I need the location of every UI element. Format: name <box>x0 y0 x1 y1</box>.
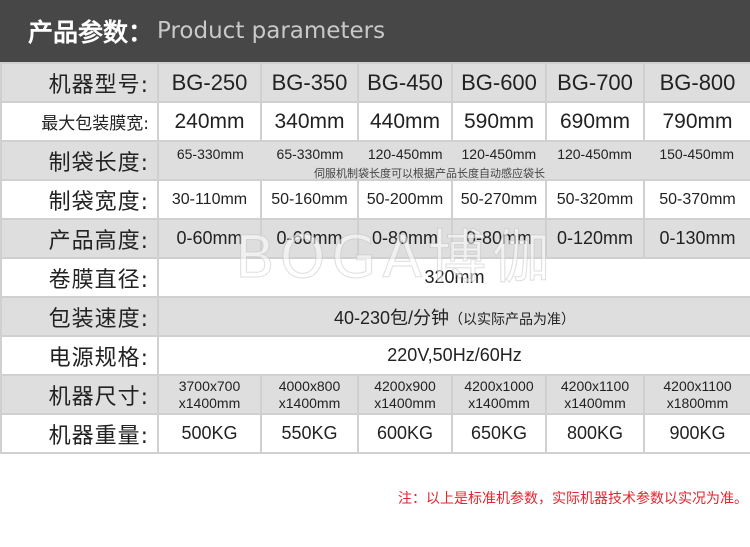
row-label: 电源规格: <box>0 335 159 376</box>
row-roll-diameter: 卷膜直径: 320mm <box>0 257 750 298</box>
value-cell: 0-60mm <box>260 218 359 259</box>
model-cell: BG-800 <box>643 62 750 103</box>
size-line: 3700x700 <box>178 377 241 394</box>
size-line: 4200x1000 <box>464 377 534 394</box>
row-speed: 包装速度: 40-230包/分钟（以实际产品为准） <box>0 296 750 337</box>
size-line: x1400mm <box>178 394 241 411</box>
row-power: 电源规格: 220V,50Hz/60Hz <box>0 335 750 376</box>
speed-note: （以实际产品为准） <box>449 310 576 327</box>
model-cell: BG-600 <box>451 62 547 103</box>
value-cell: 800KG <box>545 413 645 454</box>
header-bar: 产品参数： Product parameters <box>0 0 750 62</box>
row-label: 卷膜直径: <box>0 257 159 298</box>
row-size: 机器尺寸: 3700x700 x1400mm 4000x800 x1400mm 42… <box>0 374 750 415</box>
value-cell: 50-270mm <box>451 179 547 220</box>
value-cell: 240mm <box>157 101 262 142</box>
value-cell: 220V,50Hz/60Hz <box>157 335 750 376</box>
value-cell: 650KG <box>451 413 547 454</box>
size-line: x1400mm <box>564 394 626 411</box>
row-weight: 机器重量: 500KG 550KG 600KG 650KG 800KG 900K… <box>0 413 750 454</box>
value-cell: 0-60mm <box>157 218 262 259</box>
value-cell: 0-130mm <box>643 218 750 259</box>
size-line: x1400mm <box>278 394 341 411</box>
size-line: x1400mm <box>374 394 436 411</box>
value-cell: 900KG <box>643 413 750 454</box>
footnote: 注：以上是标准机参数，实际机器技术参数以实况为准。 <box>398 491 748 507</box>
row-label: 机器重量: <box>0 413 159 454</box>
value-cell: 120-450mm <box>461 146 537 162</box>
bag-length-note: 伺服机制袋长度可以根据产品长度自动感应袋长 <box>314 168 545 180</box>
row-label: 制袋宽度: <box>0 179 159 220</box>
value-cell: 440mm <box>357 101 453 142</box>
model-cell: BG-350 <box>260 62 359 103</box>
model-cell: BG-700 <box>545 62 645 103</box>
value-cell: 120-450mm <box>557 146 632 162</box>
title-en: Product parameters <box>157 18 386 44</box>
title-cn: 产品参数： <box>28 18 154 47</box>
row-label: 机器型号: <box>0 62 159 103</box>
value-cell: 790mm <box>643 101 750 142</box>
value-cell: 50-200mm <box>357 179 453 220</box>
speed-cell: 40-230包/分钟（以实际产品为准） <box>157 296 750 337</box>
size-line: 4200x900 <box>374 377 436 394</box>
value-cell: 65-330mm <box>176 146 244 162</box>
value-cell: 120-450mm <box>367 146 443 162</box>
value-cell: 65-330mm <box>276 146 344 162</box>
row-bag-length: 制袋长度: 65-330mm 65-330mm 120-450mm 120-45… <box>0 140 750 181</box>
size-line: x1400mm <box>468 394 530 411</box>
value-cell: 550KG <box>260 413 359 454</box>
bag-length-values: 65-330mm 65-330mm 120-450mm 120-450mm 12… <box>157 140 750 181</box>
value-cell: 30-110mm <box>157 179 262 220</box>
value-cell: 0-80mm <box>451 218 547 259</box>
row-label: 机器尺寸: <box>0 374 159 415</box>
value-cell: 4200x1000 x1400mm <box>451 374 547 415</box>
value-cell: 50-320mm <box>545 179 645 220</box>
size-line: 4200x1100 <box>663 377 732 394</box>
row-label: 包装速度: <box>0 296 159 337</box>
value-cell: 590mm <box>451 101 547 142</box>
value-cell: 600KG <box>357 413 453 454</box>
row-label: 产品高度: <box>0 218 159 259</box>
value-cell: 4000x800 x1400mm <box>260 374 359 415</box>
value-cell: 0-80mm <box>357 218 453 259</box>
value-cell: 3700x700 x1400mm <box>157 374 262 415</box>
row-film-width: 最大包装膜宽: 240mm 340mm 440mm 590mm 690mm 79… <box>0 101 750 142</box>
parameters-table: 机器型号: BG-250 BG-350 BG-450 BG-600 BG-700… <box>0 62 750 454</box>
value-cell: 0-120mm <box>545 218 645 259</box>
value-cell: 4200x900 x1400mm <box>357 374 453 415</box>
value-cell: 500KG <box>157 413 262 454</box>
value-cell: 690mm <box>545 101 645 142</box>
value-cell: 340mm <box>260 101 359 142</box>
row-model: 机器型号: BG-250 BG-350 BG-450 BG-600 BG-700… <box>0 62 750 103</box>
value-cell: 150-450mm <box>659 146 735 162</box>
model-cell: BG-450 <box>357 62 453 103</box>
size-line: x1800mm <box>666 394 729 411</box>
row-bag-width: 制袋宽度: 30-110mm 50-160mm 50-200mm 50-270m… <box>0 179 750 220</box>
value-cell: 4200x1100 x1400mm <box>545 374 645 415</box>
row-label: 最大包装膜宽: <box>0 101 159 142</box>
value-text: 40-230包/分钟 <box>333 307 450 328</box>
value-cell: 50-370mm <box>643 179 750 220</box>
size-line: 4000x800 <box>278 377 341 394</box>
size-line: 4200x1100 <box>560 377 630 394</box>
value-cell: 50-160mm <box>260 179 359 220</box>
value-cell: 320mm <box>157 257 750 298</box>
value-cell: 4200x1100 x1800mm <box>643 374 750 415</box>
row-product-height: 产品高度: 0-60mm 0-60mm 0-80mm 0-80mm 0-120m… <box>0 218 750 259</box>
model-cell: BG-250 <box>157 62 262 103</box>
row-label: 制袋长度: <box>0 140 159 181</box>
